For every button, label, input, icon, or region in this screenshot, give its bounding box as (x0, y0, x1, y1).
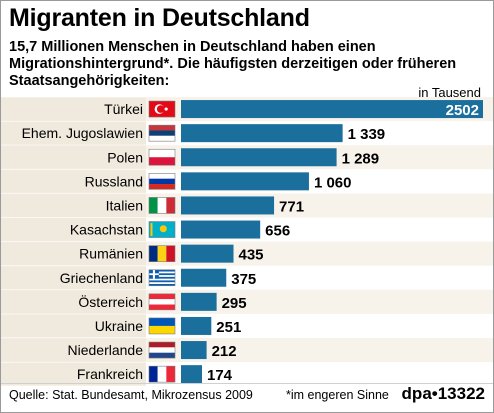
category-label: Türkei (104, 101, 143, 117)
kazakhstan-flag-icon (148, 221, 176, 238)
category-label: Rumänien (79, 246, 143, 262)
poland-flag-icon (148, 148, 176, 166)
category-label: Kasachstan (70, 222, 143, 238)
value-label: 295 (222, 295, 247, 312)
footer-divider (1, 383, 493, 384)
category-label: Ukraine (95, 318, 143, 334)
romania-flag-icon (148, 245, 176, 262)
label-band (1, 290, 146, 314)
label-band (1, 97, 146, 121)
chart-title: Migranten in Deutschland (9, 4, 310, 32)
category-label: Griechenland (60, 270, 143, 286)
bar (181, 365, 203, 384)
bar (181, 100, 483, 119)
label-band (1, 242, 146, 266)
footnote: *im engeren Sinne (286, 388, 389, 402)
value-label: 212 (212, 343, 237, 360)
bar (181, 244, 234, 263)
bar (181, 341, 207, 360)
value-label: 1 060 (314, 174, 352, 191)
greece-flag-icon (148, 269, 176, 287)
bar (181, 172, 309, 191)
italy-flag-icon (148, 197, 176, 214)
netherlands-flag-icon (148, 341, 176, 359)
value-label: 375 (231, 271, 256, 288)
bar (181, 124, 343, 143)
agency-credit: dpa•13322 (401, 384, 485, 403)
france-flag-icon (148, 365, 176, 383)
label-band (1, 193, 146, 217)
category-label: Russland (85, 173, 143, 189)
turkey-flag-icon (148, 100, 176, 118)
ukraine-flag-icon (148, 317, 176, 335)
unit-label: in Tausend (418, 85, 481, 100)
value-label: 435 (239, 247, 264, 264)
source-note: Quelle: Stat. Bundesamt, Mikrozensus 200… (9, 388, 253, 402)
bar (181, 268, 227, 287)
bar (181, 220, 261, 239)
label-band (1, 338, 146, 362)
russia-flag-icon (148, 173, 176, 190)
value-label: 174 (207, 367, 233, 384)
value-label: 251 (216, 319, 241, 336)
label-band (1, 362, 146, 386)
category-label: Ehem. Jugoslawien (22, 125, 143, 141)
category-label: Frankreich (77, 366, 143, 382)
bar (181, 148, 337, 167)
label-band (1, 266, 146, 290)
category-label: Österreich (78, 293, 143, 310)
label-band (1, 145, 146, 169)
label-band (1, 218, 146, 242)
austria-flag-icon (148, 293, 176, 311)
chart-subtitle: 15,7 Millionen Menschen in Deutschland h… (9, 39, 457, 89)
value-label: 771 (279, 198, 304, 215)
label-band (1, 121, 146, 145)
value-label: 656 (265, 223, 290, 240)
category-label: Italien (106, 197, 143, 213)
value-label: 1 289 (342, 150, 380, 167)
label-band (1, 314, 146, 338)
value-label: 1 339 (348, 126, 386, 143)
category-label: Polen (107, 149, 143, 165)
serbia-flag-icon (148, 124, 176, 142)
bar (181, 316, 212, 335)
bar (181, 196, 275, 215)
category-label: Niederlande (68, 342, 144, 358)
bar (181, 292, 217, 311)
label-band (1, 169, 146, 193)
value-label: 2502 (446, 102, 479, 119)
